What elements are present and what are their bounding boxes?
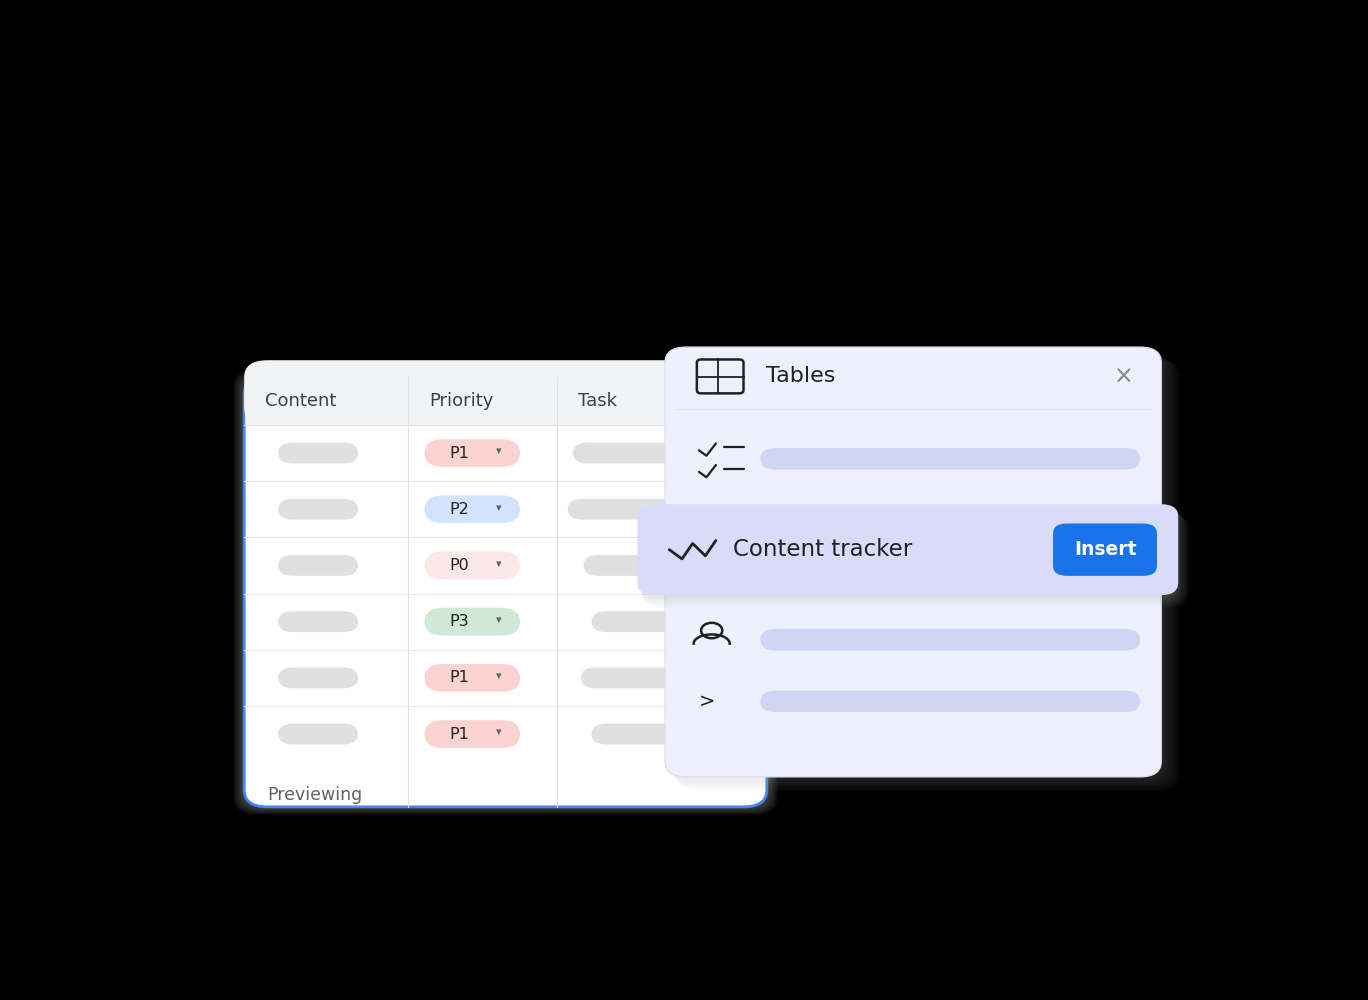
FancyBboxPatch shape bbox=[761, 448, 1140, 470]
FancyBboxPatch shape bbox=[278, 667, 358, 688]
FancyBboxPatch shape bbox=[637, 504, 1178, 595]
FancyBboxPatch shape bbox=[424, 664, 520, 692]
FancyBboxPatch shape bbox=[761, 691, 1140, 712]
FancyBboxPatch shape bbox=[761, 629, 1140, 651]
FancyBboxPatch shape bbox=[581, 667, 692, 688]
Text: Content tracker: Content tracker bbox=[733, 538, 912, 561]
FancyBboxPatch shape bbox=[242, 376, 769, 808]
FancyBboxPatch shape bbox=[244, 377, 767, 807]
Text: Tables: Tables bbox=[766, 366, 834, 386]
FancyBboxPatch shape bbox=[278, 611, 358, 632]
Text: ▾: ▾ bbox=[497, 728, 502, 738]
FancyBboxPatch shape bbox=[591, 724, 681, 744]
FancyBboxPatch shape bbox=[278, 443, 358, 463]
FancyBboxPatch shape bbox=[642, 513, 1186, 604]
Text: P2: P2 bbox=[450, 502, 469, 517]
FancyBboxPatch shape bbox=[643, 516, 1189, 607]
FancyBboxPatch shape bbox=[239, 374, 772, 810]
Text: ×: × bbox=[1115, 364, 1134, 388]
Text: P3: P3 bbox=[450, 614, 469, 629]
FancyBboxPatch shape bbox=[238, 373, 773, 811]
Text: Priority: Priority bbox=[430, 392, 494, 410]
FancyBboxPatch shape bbox=[424, 495, 520, 523]
FancyBboxPatch shape bbox=[584, 555, 689, 576]
FancyBboxPatch shape bbox=[424, 552, 520, 579]
FancyBboxPatch shape bbox=[234, 369, 777, 815]
FancyBboxPatch shape bbox=[424, 608, 520, 636]
FancyBboxPatch shape bbox=[573, 443, 700, 463]
Text: ▾: ▾ bbox=[497, 615, 502, 625]
FancyBboxPatch shape bbox=[278, 724, 358, 744]
Text: ▾: ▾ bbox=[497, 671, 502, 681]
Text: Content: Content bbox=[265, 392, 337, 410]
FancyBboxPatch shape bbox=[245, 401, 766, 425]
FancyBboxPatch shape bbox=[591, 611, 681, 632]
FancyBboxPatch shape bbox=[568, 499, 706, 520]
FancyBboxPatch shape bbox=[244, 360, 767, 425]
FancyBboxPatch shape bbox=[278, 555, 358, 576]
Text: P1: P1 bbox=[450, 670, 469, 685]
Text: P1: P1 bbox=[450, 727, 469, 742]
Text: ▾: ▾ bbox=[497, 503, 502, 513]
FancyBboxPatch shape bbox=[639, 507, 1181, 597]
FancyBboxPatch shape bbox=[278, 499, 358, 520]
Text: Task: Task bbox=[579, 392, 617, 410]
Text: >: > bbox=[699, 692, 715, 711]
Text: P0: P0 bbox=[450, 558, 469, 573]
FancyBboxPatch shape bbox=[640, 511, 1185, 602]
FancyBboxPatch shape bbox=[424, 720, 520, 748]
Text: ▾: ▾ bbox=[497, 446, 502, 456]
Text: P1: P1 bbox=[450, 446, 469, 461]
Text: ▾: ▾ bbox=[497, 559, 502, 569]
Text: Previewing: Previewing bbox=[268, 786, 363, 804]
FancyBboxPatch shape bbox=[235, 371, 776, 813]
Text: Insert: Insert bbox=[1074, 540, 1137, 559]
FancyBboxPatch shape bbox=[665, 347, 1161, 777]
FancyBboxPatch shape bbox=[640, 509, 1182, 600]
FancyBboxPatch shape bbox=[1053, 523, 1157, 576]
FancyBboxPatch shape bbox=[424, 439, 520, 467]
